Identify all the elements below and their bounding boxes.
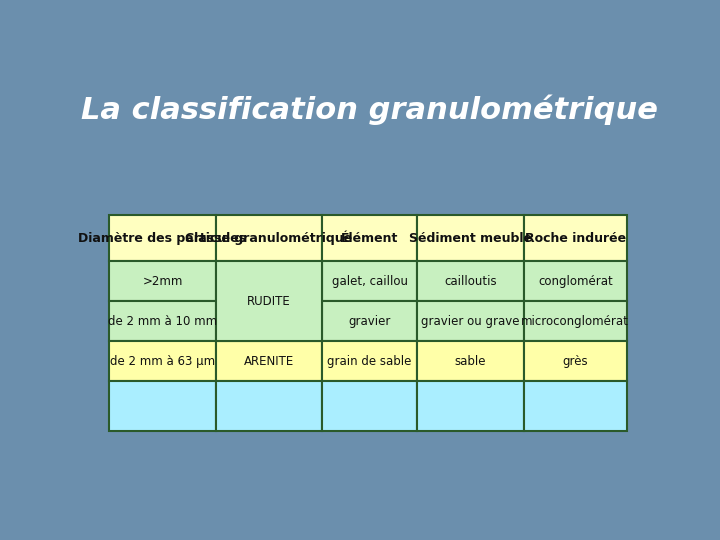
Bar: [109, 261, 215, 301]
Bar: [418, 341, 523, 381]
Bar: [322, 341, 418, 381]
Bar: [322, 215, 418, 261]
Bar: [322, 301, 418, 341]
Bar: [418, 215, 523, 261]
Bar: [523, 301, 627, 341]
Bar: [215, 261, 322, 341]
Text: sable: sable: [455, 355, 486, 368]
Bar: [109, 215, 215, 261]
Bar: [322, 381, 418, 430]
Text: Diamètre des particules: Diamètre des particules: [78, 232, 246, 245]
Bar: [215, 215, 322, 261]
Bar: [418, 381, 523, 430]
Text: Sédiment meuble: Sédiment meuble: [409, 232, 532, 245]
Bar: [418, 301, 523, 341]
Bar: [109, 381, 215, 430]
Text: RUDITE: RUDITE: [247, 295, 290, 308]
Bar: [215, 381, 322, 430]
Text: Élément: Élément: [341, 232, 398, 245]
Bar: [418, 261, 523, 301]
Bar: [523, 261, 627, 301]
Text: de 2 mm à 63 μm: de 2 mm à 63 μm: [110, 355, 215, 368]
Text: grès: grès: [562, 355, 588, 368]
Bar: [215, 341, 322, 381]
Text: La classification granulométrique: La classification granulométrique: [81, 94, 657, 125]
Bar: [109, 341, 215, 381]
Text: microconglomérat: microconglomérat: [521, 315, 629, 328]
Bar: [523, 381, 627, 430]
Text: conglomérat: conglomérat: [538, 275, 613, 288]
Bar: [523, 215, 627, 261]
Bar: [109, 301, 215, 341]
Text: Classe granulométrique: Classe granulométrique: [185, 232, 352, 245]
Text: >2mm: >2mm: [143, 275, 183, 288]
Text: Roche indurée: Roche indurée: [525, 232, 626, 245]
Text: de 2 mm à 10 mm: de 2 mm à 10 mm: [108, 315, 217, 328]
Text: ARENITE: ARENITE: [243, 355, 294, 368]
Text: gravier: gravier: [348, 315, 391, 328]
Text: cailloutis: cailloutis: [444, 275, 497, 288]
Text: galet, caillou: galet, caillou: [331, 275, 408, 288]
Bar: [322, 261, 418, 301]
Bar: [523, 341, 627, 381]
Text: gravier ou grave: gravier ou grave: [421, 315, 520, 328]
Text: grain de sable: grain de sable: [328, 355, 412, 368]
